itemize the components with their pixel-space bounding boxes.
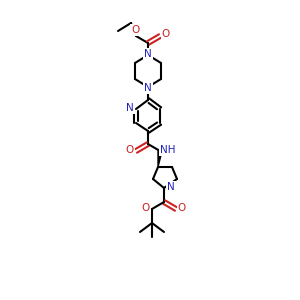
- Text: N: N: [126, 103, 134, 113]
- Polygon shape: [158, 151, 162, 167]
- Text: N: N: [167, 182, 175, 192]
- Text: N: N: [144, 49, 152, 59]
- Text: O: O: [126, 145, 134, 155]
- Text: NH: NH: [160, 145, 176, 155]
- Text: O: O: [178, 203, 186, 213]
- Text: O: O: [142, 203, 150, 213]
- Text: N: N: [144, 83, 152, 93]
- Text: O: O: [131, 25, 139, 35]
- Text: O: O: [162, 29, 170, 39]
